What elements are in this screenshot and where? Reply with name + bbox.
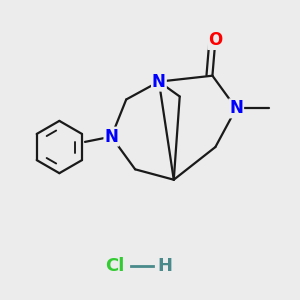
Text: N: N	[104, 128, 118, 146]
Text: N: N	[152, 73, 166, 91]
Text: O: O	[208, 31, 223, 49]
Text: Cl: Cl	[105, 257, 124, 275]
Text: N: N	[229, 99, 243, 117]
Text: H: H	[158, 257, 172, 275]
